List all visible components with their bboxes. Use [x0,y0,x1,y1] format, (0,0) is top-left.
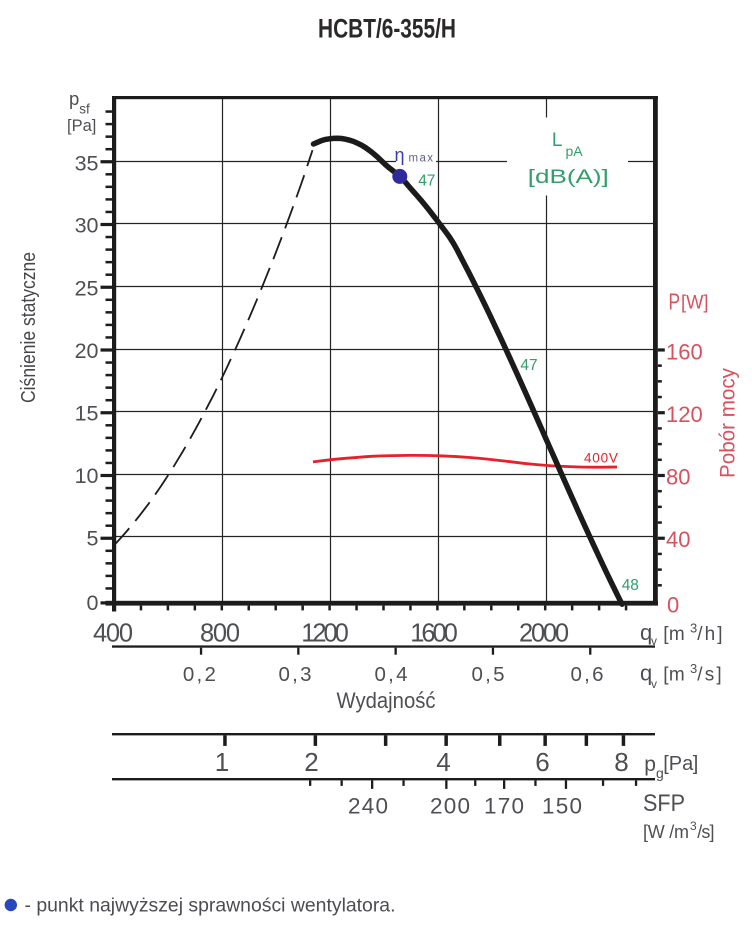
svg-text:35: 35 [75,152,99,176]
svg-text:47: 47 [418,173,435,190]
svg-text:120: 120 [666,402,703,427]
svg-text:0: 0 [87,591,99,615]
svg-text:η: η [395,145,405,165]
svg-text:pA: pA [566,143,584,159]
svg-text:sf: sf [79,102,90,117]
svg-text:5: 5 [87,527,99,551]
svg-text:[Pa]: [Pa] [67,117,96,135]
svg-text:0,3: 0,3 [279,663,312,686]
svg-text:170: 170 [484,794,524,819]
svg-text:SFP: SFP [643,790,685,817]
svg-text:1600: 1600 [410,620,458,648]
svg-text:/s]: /s] [697,822,714,842]
svg-text:[W]: [W] [681,293,709,314]
svg-text:0: 0 [667,593,679,618]
svg-text:240: 240 [348,794,388,819]
svg-text:2: 2 [304,747,318,777]
svg-text:3: 3 [690,819,697,833]
svg-text:Ciśnienie statyczne: Ciśnienie statyczne [17,252,40,403]
svg-text:0,6: 0,6 [571,663,604,686]
svg-text:40: 40 [666,527,690,552]
svg-text:400V: 400V [584,451,619,466]
svg-text:L: L [552,130,563,151]
svg-text:- punkt najwyższej sprawności: - punkt najwyższej sprawności wentylator… [25,895,396,917]
svg-text:6: 6 [535,747,549,777]
svg-text:3: 3 [690,620,697,635]
svg-text:p: p [69,88,79,109]
svg-text:0,5: 0,5 [472,663,505,686]
svg-text:800: 800 [200,620,240,648]
svg-text:[Pa: [Pa [663,753,694,775]
svg-text:30: 30 [75,214,99,238]
svg-text:[: [ [663,665,669,686]
svg-text:[: [ [663,624,669,645]
svg-text:m: m [669,665,685,686]
svg-text:v: v [651,677,657,691]
svg-text:[W /m: [W /m [643,822,689,842]
svg-text:2000: 2000 [519,620,569,648]
svg-text:v: v [651,634,657,648]
svg-text:400: 400 [93,620,133,648]
svg-text:10: 10 [75,464,99,488]
svg-text:25: 25 [75,277,99,301]
svg-text:m: m [669,624,685,645]
svg-text:4: 4 [436,747,450,777]
svg-text:160: 160 [666,339,703,364]
svg-text:[dB(A)]: [dB(A)] [528,166,609,188]
svg-text:80: 80 [666,464,690,489]
svg-text:max: max [409,152,435,164]
svg-text:p: p [644,753,656,776]
svg-text:]: ] [693,753,699,775]
svg-text:3: 3 [690,661,697,676]
svg-text:q: q [640,620,652,645]
svg-text:200: 200 [430,794,470,819]
svg-text:0,2: 0,2 [183,663,216,686]
svg-text:q: q [640,661,652,686]
svg-text:20: 20 [75,339,99,363]
svg-text:P: P [669,289,681,315]
svg-text:8: 8 [614,747,628,777]
svg-text:48: 48 [622,577,639,594]
svg-text:15: 15 [75,402,99,426]
svg-text:47: 47 [520,357,537,374]
svg-text:/h]: /h] [697,624,722,645]
svg-text:0,4: 0,4 [375,663,408,686]
svg-text:1: 1 [215,747,229,777]
svg-text:g: g [656,765,664,781]
svg-text:Pobór mocy: Pobór mocy [716,368,740,478]
svg-text:/s]: /s] [697,665,721,686]
svg-text:1200: 1200 [301,620,349,648]
svg-text:HCBT/6-355/H: HCBT/6-355/H [318,14,456,44]
svg-text:150: 150 [542,794,582,819]
svg-text:Wydajność: Wydajność [337,688,436,713]
